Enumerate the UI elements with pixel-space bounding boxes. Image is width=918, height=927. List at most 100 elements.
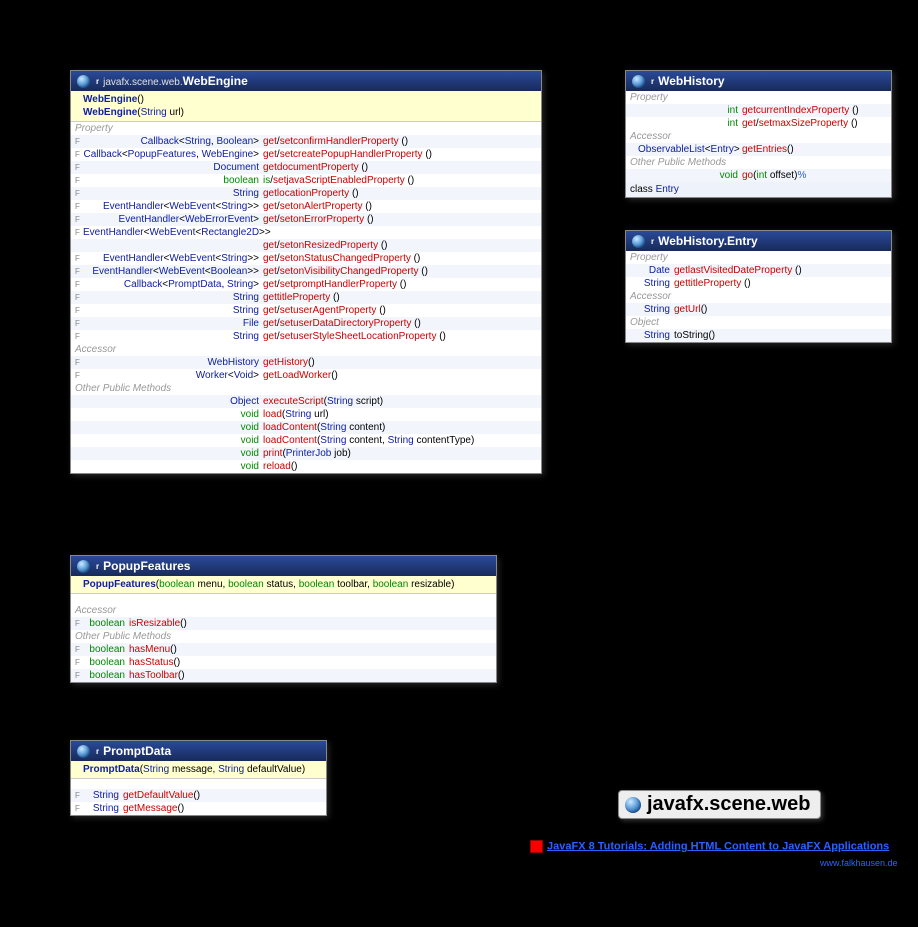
class-header: r WebHistory bbox=[626, 71, 891, 91]
class-name: WebHistory bbox=[658, 74, 724, 88]
class-webhistory: r WebHistory Property intgetcurrentIndex… bbox=[625, 70, 892, 198]
other-methods-list: ObjectexecuteScript (String script)voidl… bbox=[71, 395, 541, 473]
constructors-section: WebEngine ()WebEngine (String url) bbox=[71, 91, 541, 122]
attribution-link[interactable]: www.falkhausen.de bbox=[820, 858, 898, 868]
globe-icon bbox=[625, 797, 641, 813]
method-row: voidloadContent (String content, String … bbox=[71, 434, 541, 447]
method-row: ObservableList<Entry>getEntries () bbox=[626, 143, 891, 156]
property-row: FEventHandler<WebEvent<Rectangle2D>> bbox=[71, 226, 541, 239]
method-row: StringgetUrl () bbox=[626, 303, 891, 316]
constructor-row: WebEngine () bbox=[71, 93, 541, 106]
package-title: javafx.scene.web bbox=[618, 790, 821, 819]
accessors-list: FbooleanisResizable () bbox=[71, 617, 496, 630]
class-webengine: r javafx.scene.web.WebEngine WebEngine (… bbox=[70, 70, 542, 474]
property-row: FStringgettitleProperty () bbox=[71, 291, 541, 304]
property-row: FCallback<String, Boolean>get/setconfirm… bbox=[71, 135, 541, 148]
package-prefix: javafx.scene.web. bbox=[103, 77, 183, 88]
property-row: FDocumentgetdocumentProperty () bbox=[71, 161, 541, 174]
method-row: FWebHistorygetHistory () bbox=[71, 356, 541, 369]
r-marker-icon: r bbox=[651, 77, 654, 86]
property-row: DategetlastVisitedDateProperty () bbox=[626, 264, 891, 277]
method-row: voidload (String url) bbox=[71, 408, 541, 421]
class-header: r PopupFeatures bbox=[71, 556, 496, 576]
class-name: PromptData bbox=[103, 744, 171, 758]
method-row: FbooleanhasMenu () bbox=[71, 643, 496, 656]
constructor-row: WebEngine (String url) bbox=[71, 106, 541, 119]
section-other: Other Public Methods bbox=[626, 156, 891, 169]
r-marker-icon: r bbox=[96, 562, 99, 571]
property-row: Fbooleanis/setjavaScriptEnabledProperty … bbox=[71, 174, 541, 187]
method-row: FbooleanhasStatus () bbox=[71, 656, 496, 669]
section-accessor: Accessor bbox=[71, 604, 496, 617]
property-row: StringgettitleProperty () bbox=[626, 277, 891, 290]
method-row: StringtoString () bbox=[626, 329, 891, 342]
class-popupfeatures: r PopupFeatures PopupFeatures (boolean m… bbox=[70, 555, 497, 683]
property-row: FEventHandler<WebEvent<String>>get/seton… bbox=[71, 200, 541, 213]
other-methods-list: voidgo (int offset) % bbox=[626, 169, 891, 182]
class-header: r PromptData bbox=[71, 741, 326, 761]
class-name: PopupFeatures bbox=[103, 559, 190, 573]
globe-icon bbox=[77, 745, 90, 758]
class-header: r javafx.scene.web.WebEngine bbox=[71, 71, 541, 91]
section-property: Property bbox=[626, 91, 891, 104]
section-property: Property bbox=[71, 122, 541, 135]
class-name: WebHistory.Entry bbox=[658, 234, 758, 248]
globe-icon bbox=[77, 75, 90, 88]
property-row: FEventHandler<WebEvent<String>>get/seton… bbox=[71, 252, 541, 265]
constructors-section: PopupFeatures (boolean menu, boolean sta… bbox=[71, 576, 496, 594]
class-webhistory-entry: r WebHistory.Entry Property DategetlastV… bbox=[625, 230, 892, 343]
property-row: intgetcurrentIndexProperty () bbox=[626, 104, 891, 117]
method-row: voidgo (int offset) % bbox=[626, 169, 891, 182]
section-property: Property bbox=[626, 251, 891, 264]
globe-icon bbox=[77, 560, 90, 573]
constructor-row: PopupFeatures (boolean menu, boolean sta… bbox=[71, 578, 496, 591]
method-row: FbooleanhasToolbar () bbox=[71, 669, 496, 682]
method-row: FbooleanisResizable () bbox=[71, 617, 496, 630]
class-name: WebEngine bbox=[183, 74, 248, 88]
section-accessor: Accessor bbox=[626, 290, 891, 303]
property-row: FEventHandler<WebEvent<Boolean>>get/seto… bbox=[71, 265, 541, 278]
accessors-list: StringgetUrl () bbox=[626, 303, 891, 316]
methods-list: FStringgetDefaultValue ()FStringgetMessa… bbox=[71, 789, 326, 815]
properties-list: intgetcurrentIndexProperty ()intget/setm… bbox=[626, 104, 891, 130]
section-accessor: Accessor bbox=[626, 130, 891, 143]
r-marker-icon: r bbox=[96, 77, 99, 86]
property-row: FCallback<PromptData, String>get/setprom… bbox=[71, 278, 541, 291]
nested-class-row: class Entry bbox=[626, 182, 891, 197]
globe-icon bbox=[632, 75, 645, 88]
other-methods-list: FbooleanhasMenu ()FbooleanhasStatus ()Fb… bbox=[71, 643, 496, 682]
r-marker-icon: r bbox=[96, 747, 99, 756]
oracle-icon bbox=[530, 840, 543, 853]
property-row: intget/setmaxSizeProperty () bbox=[626, 117, 891, 130]
section-object: Object bbox=[626, 316, 891, 329]
globe-icon bbox=[632, 235, 645, 248]
method-row: ObjectexecuteScript (String script) bbox=[71, 395, 541, 408]
class-header: r WebHistory.Entry bbox=[626, 231, 891, 251]
property-row: FFileget/setuserDataDirectoryProperty () bbox=[71, 317, 541, 330]
constructor-row: PromptData (String message, String defau… bbox=[71, 763, 326, 776]
method-row: FStringgetMessage () bbox=[71, 802, 326, 815]
r-marker-icon: r bbox=[651, 237, 654, 246]
property-row: FStringgetlocationProperty () bbox=[71, 187, 541, 200]
method-row: voidreload () bbox=[71, 460, 541, 473]
section-other: Other Public Methods bbox=[71, 630, 496, 643]
constructors-section: PromptData (String message, String defau… bbox=[71, 761, 326, 779]
property-row: get/setonResizedProperty () bbox=[71, 239, 541, 252]
property-row: FEventHandler<WebErrorEvent>get/setonErr… bbox=[71, 213, 541, 226]
method-row: FStringgetDefaultValue () bbox=[71, 789, 326, 802]
class-promptdata: r PromptData PromptData (String message,… bbox=[70, 740, 327, 816]
method-row: voidprint (PrinterJob job) bbox=[71, 447, 541, 460]
property-row: FStringget/setuserStyleSheetLocationProp… bbox=[71, 330, 541, 343]
properties-list: DategetlastVisitedDateProperty ()Stringg… bbox=[626, 264, 891, 290]
object-methods-list: StringtoString () bbox=[626, 329, 891, 342]
section-accessor: Accessor bbox=[71, 343, 541, 356]
accessors-list: FWebHistorygetHistory ()FWorker<Void>get… bbox=[71, 356, 541, 382]
tutorial-link[interactable]: JavaFX 8 Tutorials: Adding HTML Content … bbox=[530, 840, 889, 853]
method-row: FWorker<Void>getLoadWorker () bbox=[71, 369, 541, 382]
properties-list: FCallback<String, Boolean>get/setconfirm… bbox=[71, 135, 541, 343]
method-row: voidloadContent (String content) bbox=[71, 421, 541, 434]
section-other: Other Public Methods bbox=[71, 382, 541, 395]
accessors-list: ObservableList<Entry>getEntries () bbox=[626, 143, 891, 156]
property-row: FCallback<PopupFeatures, WebEngine>get/s… bbox=[71, 148, 541, 161]
property-row: FStringget/setuserAgentProperty () bbox=[71, 304, 541, 317]
